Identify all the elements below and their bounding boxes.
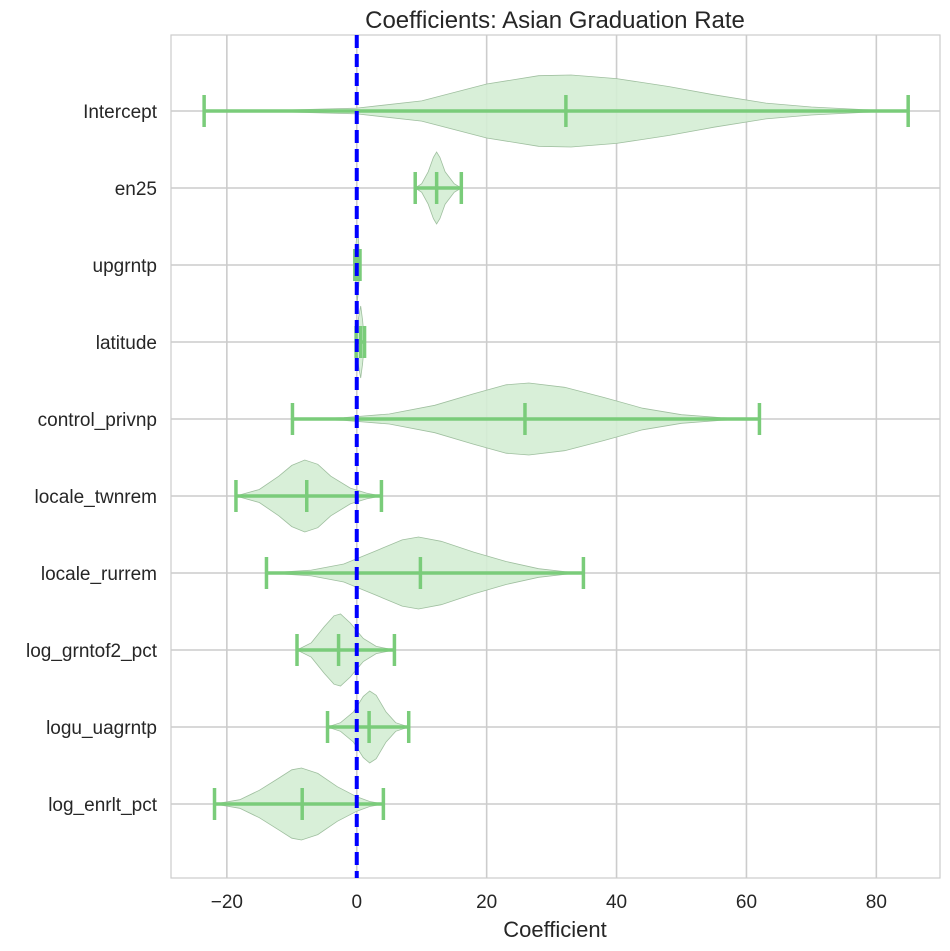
y-tick-label: latitude [96, 333, 157, 354]
x-tick-label: 80 [866, 892, 887, 913]
y-tick-label: en25 [115, 179, 157, 200]
x-axis-title: Coefficient [503, 917, 607, 942]
y-tick-label: locale_twnrem [35, 487, 158, 508]
y-tick-label: logu_uagrntp [46, 718, 157, 739]
plot-frame [170, 34, 941, 879]
x-tick-label: 40 [606, 892, 627, 913]
violins [202, 74, 910, 841]
y-tick-label: log_grntof2_pct [26, 641, 158, 662]
y-tick-label: Intercept [83, 102, 158, 123]
y-tick-label: locale_rurrem [41, 564, 157, 585]
x-tick-label: 0 [351, 892, 362, 913]
x-tick-label: 20 [476, 892, 497, 913]
y-tick-label: upgrntp [93, 256, 157, 277]
chart-title: Coefficients: Asian Graduation Rate [365, 7, 745, 34]
y-tick-label: control_privnp [38, 410, 157, 431]
y-tick-label: log_enrlt_pct [48, 795, 158, 816]
tick-labels: −20 0 20 40 60 80 Intercept en25 upgrntp latitude… [26, 102, 887, 913]
grid-lines [170, 34, 941, 879]
x-tick-label: 60 [736, 892, 757, 913]
x-tick-label: −20 [211, 892, 243, 913]
